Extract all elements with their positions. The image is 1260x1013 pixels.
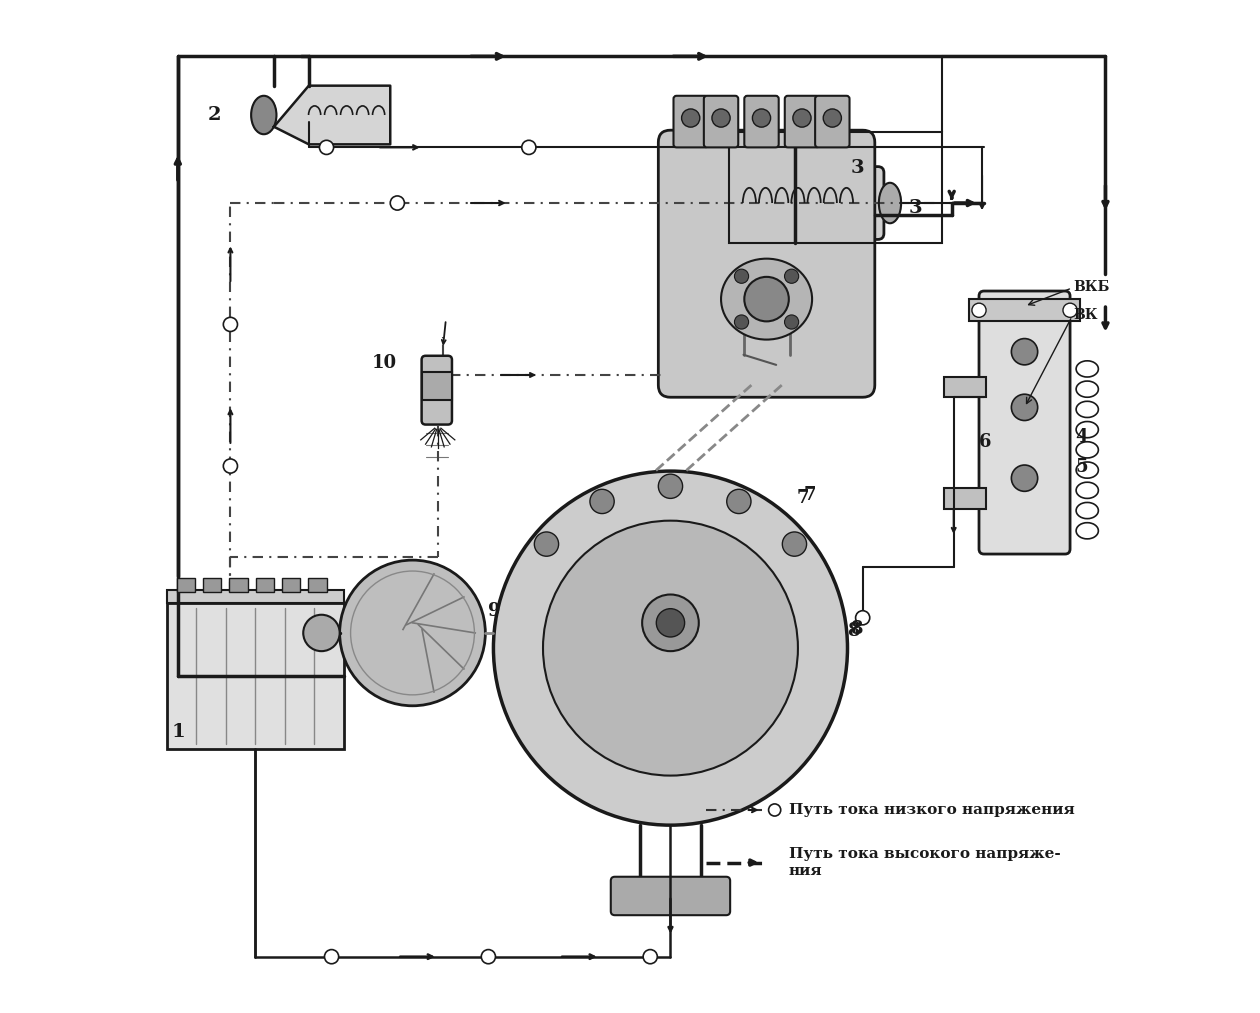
- Circle shape: [712, 109, 730, 128]
- Text: 6: 6: [979, 433, 992, 451]
- Circle shape: [752, 109, 771, 128]
- Text: 9: 9: [489, 602, 501, 620]
- Text: 3: 3: [850, 159, 864, 176]
- Circle shape: [727, 489, 751, 514]
- FancyBboxPatch shape: [422, 372, 452, 400]
- Text: 1: 1: [171, 723, 185, 742]
- Circle shape: [223, 317, 237, 331]
- Text: 2: 2: [208, 106, 222, 124]
- Circle shape: [1012, 465, 1038, 491]
- Circle shape: [769, 804, 781, 816]
- Circle shape: [793, 109, 811, 128]
- Circle shape: [1012, 338, 1038, 365]
- Bar: [944, 377, 987, 397]
- Bar: [176, 578, 195, 593]
- Circle shape: [223, 459, 237, 473]
- Circle shape: [735, 315, 748, 329]
- Bar: [730, 133, 941, 243]
- FancyBboxPatch shape: [611, 876, 730, 915]
- Text: 8: 8: [850, 620, 863, 638]
- Bar: [166, 591, 344, 603]
- Circle shape: [1063, 303, 1077, 317]
- FancyBboxPatch shape: [674, 96, 708, 147]
- Circle shape: [325, 949, 339, 963]
- Circle shape: [1012, 394, 1038, 420]
- Text: 4: 4: [1075, 427, 1087, 446]
- Circle shape: [782, 532, 806, 556]
- Text: Путь тока низкого напряжения: Путь тока низкого напряжения: [789, 803, 1075, 816]
- Text: 7: 7: [804, 486, 816, 504]
- Circle shape: [320, 140, 334, 154]
- Ellipse shape: [251, 96, 276, 135]
- Circle shape: [543, 521, 798, 776]
- Circle shape: [391, 196, 404, 210]
- Text: 5: 5: [1075, 458, 1087, 476]
- Text: 7: 7: [796, 488, 809, 506]
- Circle shape: [522, 140, 536, 154]
- Circle shape: [643, 595, 699, 651]
- Ellipse shape: [879, 182, 901, 223]
- FancyBboxPatch shape: [658, 131, 874, 397]
- Circle shape: [785, 315, 799, 329]
- Text: Путь тока высокого напряже-
ния: Путь тока высокого напряже- ния: [789, 848, 1061, 877]
- Bar: [229, 578, 248, 593]
- FancyBboxPatch shape: [815, 96, 849, 147]
- Circle shape: [971, 303, 987, 317]
- Circle shape: [590, 489, 614, 514]
- FancyBboxPatch shape: [785, 96, 819, 147]
- Bar: [969, 299, 1080, 321]
- Circle shape: [856, 611, 869, 625]
- FancyBboxPatch shape: [735, 166, 885, 239]
- Circle shape: [304, 615, 340, 651]
- Text: 8: 8: [848, 622, 861, 640]
- Circle shape: [534, 532, 558, 556]
- Circle shape: [643, 949, 658, 963]
- FancyBboxPatch shape: [166, 603, 344, 750]
- Circle shape: [340, 560, 485, 706]
- Circle shape: [745, 277, 789, 321]
- Circle shape: [494, 471, 848, 826]
- FancyBboxPatch shape: [979, 291, 1070, 554]
- Bar: [282, 578, 300, 593]
- Polygon shape: [273, 86, 391, 144]
- Circle shape: [823, 109, 842, 128]
- Circle shape: [785, 269, 799, 284]
- FancyBboxPatch shape: [704, 96, 738, 147]
- Text: ВК: ВК: [1074, 308, 1097, 322]
- Circle shape: [682, 109, 699, 128]
- Ellipse shape: [721, 258, 813, 339]
- Text: 10: 10: [372, 354, 397, 372]
- Ellipse shape: [573, 568, 767, 727]
- Text: ВКБ: ВКБ: [1074, 280, 1110, 294]
- Circle shape: [658, 474, 683, 498]
- Circle shape: [735, 269, 748, 284]
- Bar: [256, 578, 273, 593]
- FancyBboxPatch shape: [745, 96, 779, 147]
- FancyBboxPatch shape: [422, 356, 452, 424]
- Bar: [309, 578, 326, 593]
- Text: 3: 3: [908, 200, 922, 217]
- Bar: [944, 488, 987, 509]
- Circle shape: [656, 609, 684, 637]
- Circle shape: [481, 949, 495, 963]
- Bar: [203, 578, 222, 593]
